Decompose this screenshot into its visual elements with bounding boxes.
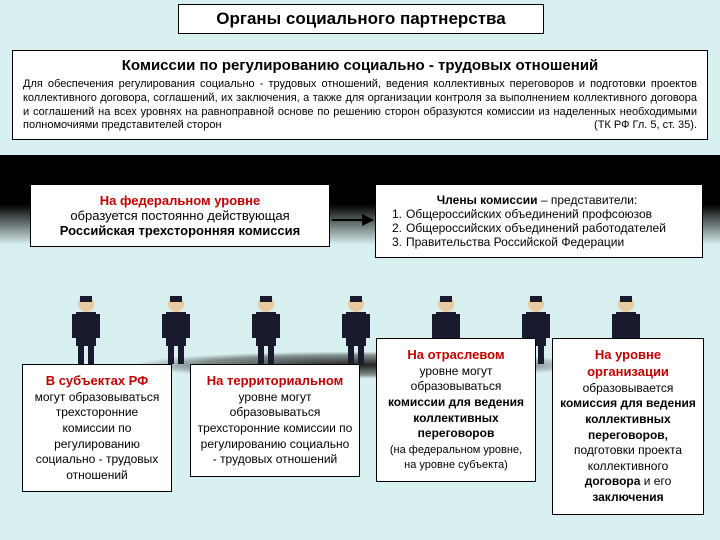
title-text: Органы социального партнерства xyxy=(216,9,506,28)
members-title: Члены комиссии xyxy=(437,193,538,207)
federal-line1: образуется постоянно действующая xyxy=(70,208,289,223)
description: Для обеспечения регулирования социально … xyxy=(23,78,697,133)
title-banner: Органы социального партнерства xyxy=(178,4,544,34)
territorial-box: На территориальном уровне могут образовы… xyxy=(190,364,360,477)
subtitle: Комиссии по регулированию социально - тр… xyxy=(23,57,697,74)
box3-body1: уровне могут образовываться xyxy=(411,364,502,394)
box4-bold2: договора xyxy=(585,474,641,488)
members-numbers: 1.2.3. xyxy=(384,207,406,249)
federal-box: На федеральном уровне образуется постоян… xyxy=(30,184,330,247)
person-icon xyxy=(250,294,282,366)
box2-body: уровне могут образовываться трехсторонни… xyxy=(198,390,353,466)
person-icon xyxy=(70,294,102,366)
box3-bold: комиссии для ведения коллективных перего… xyxy=(388,395,524,440)
box3-head: На отраслевом xyxy=(383,347,529,364)
box4-body3: и его xyxy=(640,474,671,488)
box2-head: На территориальном xyxy=(197,373,353,390)
box1-body: могут образовываться трехсторонние комис… xyxy=(35,390,160,482)
box4-head: На уровне организации xyxy=(559,347,697,381)
member-item: Общероссийских объединений работодателей xyxy=(406,221,690,235)
arrow-right-icon xyxy=(332,210,374,230)
box3-note: (на федеральном уровне, на уровне субъек… xyxy=(390,444,522,472)
members-dash: – представители: xyxy=(538,193,638,207)
box4-bold: комиссия для ведения коллективных перего… xyxy=(560,396,696,441)
members-list: Общероссийских объединений профсоюзов Об… xyxy=(406,207,690,249)
law-ref: (ТК РФ Гл. 5, ст. 35). xyxy=(594,119,697,133)
subtitle-box: Комиссии по регулированию социально - тр… xyxy=(12,50,708,140)
person-icon xyxy=(160,294,192,366)
federal-head: На федеральном уровне xyxy=(100,193,260,208)
industry-box: На отраслевом уровне могут образовыватьс… xyxy=(376,338,536,482)
regional-box: В субъектах РФ могут образовываться трех… xyxy=(22,364,172,492)
federal-name: Российская трехсторонняя комиссия xyxy=(60,223,300,238)
person-icon xyxy=(340,294,372,366)
member-item: Правительства Российской Федерации xyxy=(406,235,690,249)
organization-box: На уровне организации образовывается ком… xyxy=(552,338,704,515)
box4-bold3: заключения xyxy=(592,490,663,504)
box4-body1: образовывается xyxy=(583,381,674,395)
box4-body2: подготовки проекта коллективного xyxy=(574,443,682,473)
box1-head: В субъектах РФ xyxy=(29,373,165,390)
member-item: Общероссийских объединений профсоюзов xyxy=(406,207,690,221)
members-box: Члены комиссии – представители: 1.2.3. О… xyxy=(375,184,703,258)
